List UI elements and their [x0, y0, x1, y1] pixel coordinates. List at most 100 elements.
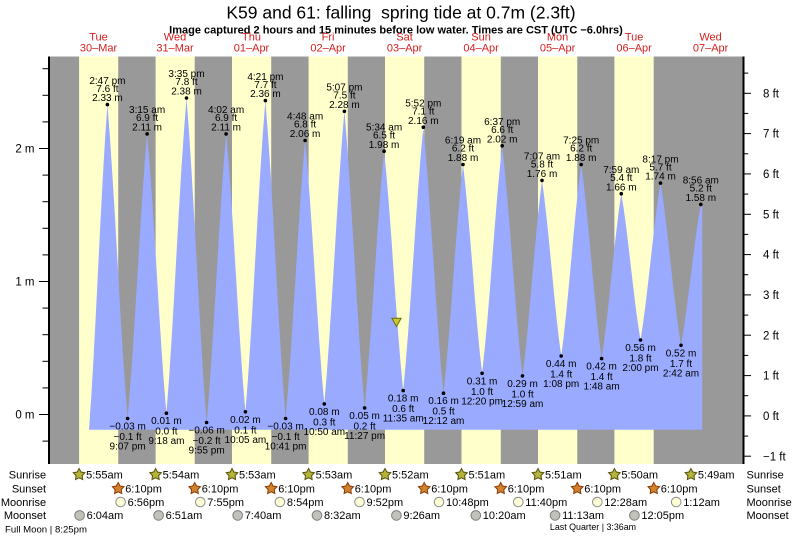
svg-text:−1 ft: −1 ft [763, 451, 787, 463]
svg-text:05–Apr: 05–Apr [540, 43, 576, 55]
svg-text:7:55pm: 7:55pm [207, 497, 244, 509]
svg-text:5:07 pm: 5:07 pm [326, 83, 362, 94]
svg-text:10:41 pm: 10:41 pm [265, 442, 307, 453]
svg-text:Sunset: Sunset [747, 484, 781, 496]
svg-text:0.2 ft: 0.2 ft [353, 421, 375, 432]
svg-text:6:10pm: 6:10pm [584, 484, 621, 496]
svg-text:1.98 m: 1.98 m [369, 140, 400, 151]
svg-text:7.6 ft: 7.6 ft [96, 84, 118, 95]
svg-text:6:10pm: 6:10pm [355, 484, 392, 496]
svg-text:6:10pm: 6:10pm [202, 484, 239, 496]
svg-text:6.8 ft: 6.8 ft [294, 120, 316, 131]
svg-text:2:47 pm: 2:47 pm [89, 76, 125, 87]
svg-text:7.1 ft: 7.1 ft [412, 106, 434, 117]
svg-text:Sun: Sun [471, 32, 491, 44]
svg-text:0.42 m: 0.42 m [586, 362, 617, 373]
svg-text:5:34 am: 5:34 am [366, 122, 402, 133]
svg-text:7.7 ft: 7.7 ft [254, 80, 276, 91]
svg-text:−0.2 ft: −0.2 ft [193, 436, 221, 447]
svg-text:6.2 ft: 6.2 ft [570, 144, 592, 155]
svg-text:7 ft: 7 ft [763, 129, 780, 141]
svg-text:Sat: Sat [396, 32, 413, 44]
svg-text:6 ft: 6 ft [763, 169, 780, 181]
svg-text:0.05 m: 0.05 m [349, 411, 380, 422]
svg-text:Mon: Mon [547, 32, 568, 44]
svg-text:1:12am: 1:12am [683, 497, 720, 509]
svg-text:Tue: Tue [625, 32, 644, 44]
svg-text:10:05 am: 10:05 am [225, 435, 267, 446]
svg-text:6.9 ft: 6.9 ft [215, 113, 237, 124]
svg-text:01–Apr: 01–Apr [234, 43, 270, 55]
svg-text:0.44 m: 0.44 m [546, 359, 577, 370]
svg-text:6:10pm: 6:10pm [431, 484, 468, 496]
svg-text:Tue: Tue [89, 32, 108, 44]
svg-text:Wed: Wed [699, 32, 721, 44]
svg-text:1.0 ft: 1.0 ft [471, 387, 493, 398]
svg-text:9:52pm: 9:52pm [367, 497, 404, 509]
svg-text:3:35 pm: 3:35 pm [168, 69, 204, 80]
svg-text:9:07 pm: 9:07 pm [110, 442, 146, 453]
svg-text:1.74 m: 1.74 m [645, 172, 676, 183]
svg-text:12:28am: 12:28am [604, 497, 647, 509]
svg-text:8:56 am: 8:56 am [683, 176, 719, 187]
svg-text:0.01 m: 0.01 m [151, 416, 182, 427]
svg-text:2.33 m: 2.33 m [92, 93, 123, 104]
svg-text:0 ft: 0 ft [763, 411, 780, 423]
svg-text:5:53am: 5:53am [316, 470, 353, 482]
svg-text:0.02 m: 0.02 m [230, 415, 261, 426]
svg-text:11:13am: 11:13am [562, 510, 604, 522]
svg-text:11:35 am: 11:35 am [383, 414, 424, 425]
svg-text:0.0 ft: 0.0 ft [155, 427, 177, 438]
svg-text:1.76 m: 1.76 m [527, 169, 558, 180]
svg-text:1.8 ft: 1.8 ft [629, 354, 651, 365]
svg-text:5:51am: 5:51am [469, 470, 506, 482]
svg-text:Sunrise: Sunrise [747, 470, 784, 482]
svg-text:2 ft: 2 ft [763, 330, 780, 342]
svg-text:5:52am: 5:52am [392, 470, 429, 482]
svg-text:4 ft: 4 ft [763, 250, 780, 262]
svg-text:1.88 m: 1.88 m [566, 153, 597, 164]
svg-text:7.5 ft: 7.5 ft [333, 91, 355, 102]
svg-text:8:17 pm: 8:17 pm [642, 154, 678, 165]
svg-text:4:21 pm: 4:21 pm [247, 72, 283, 83]
svg-text:12:12 am: 12:12 am [423, 416, 465, 427]
svg-text:9:18 am: 9:18 am [148, 436, 184, 447]
svg-text:1:08 pm: 1:08 pm [543, 379, 579, 390]
svg-text:6:10pm: 6:10pm [278, 484, 315, 496]
svg-text:6:56pm: 6:56pm [128, 497, 165, 509]
svg-text:2.02 m: 2.02 m [487, 134, 518, 145]
svg-text:3 ft: 3 ft [763, 290, 780, 302]
svg-text:02–Apr: 02–Apr [310, 43, 346, 55]
svg-text:Moonset: Moonset [4, 510, 46, 522]
svg-text:31–Mar: 31–Mar [156, 43, 194, 55]
svg-text:4:48 am: 4:48 am [287, 112, 323, 123]
svg-text:5:51am: 5:51am [545, 470, 582, 482]
svg-text:9:55 pm: 9:55 pm [189, 446, 225, 457]
svg-text:06–Apr: 06–Apr [616, 43, 652, 55]
svg-text:12:59 am: 12:59 am [502, 399, 544, 410]
svg-text:6:37 pm: 6:37 pm [484, 117, 520, 128]
svg-text:6:10pm: 6:10pm [661, 484, 698, 496]
svg-text:1 ft: 1 ft [763, 371, 780, 383]
svg-text:−0.1 ft: −0.1 ft [114, 432, 142, 443]
svg-text:0.52 m: 0.52 m [666, 348, 697, 359]
svg-text:1.4 ft: 1.4 ft [550, 370, 572, 381]
svg-text:5:55am: 5:55am [86, 470, 123, 482]
svg-text:07–Apr: 07–Apr [693, 43, 729, 55]
svg-text:2.28 m: 2.28 m [329, 100, 360, 111]
svg-text:7:07 am: 7:07 am [524, 152, 560, 163]
svg-text:0.5 ft: 0.5 ft [432, 407, 454, 418]
svg-text:1.58 m: 1.58 m [686, 193, 717, 204]
svg-text:1.0 ft: 1.0 ft [511, 389, 533, 400]
svg-text:Last Quarter | 3:36am: Last Quarter | 3:36am [550, 522, 636, 532]
svg-text:1.4 ft: 1.4 ft [590, 372, 612, 383]
svg-text:7:25 pm: 7:25 pm [563, 136, 599, 147]
svg-text:1.88 m: 1.88 m [448, 153, 479, 164]
svg-text:6.9 ft: 6.9 ft [136, 113, 158, 124]
svg-text:10:48pm: 10:48pm [446, 497, 489, 509]
svg-text:6:04am: 6:04am [87, 510, 124, 522]
svg-text:5.4 ft: 5.4 ft [610, 173, 632, 184]
svg-text:2.06 m: 2.06 m [290, 129, 321, 140]
svg-text:1.7 ft: 1.7 ft [670, 359, 692, 370]
svg-text:03–Apr: 03–Apr [387, 43, 423, 55]
